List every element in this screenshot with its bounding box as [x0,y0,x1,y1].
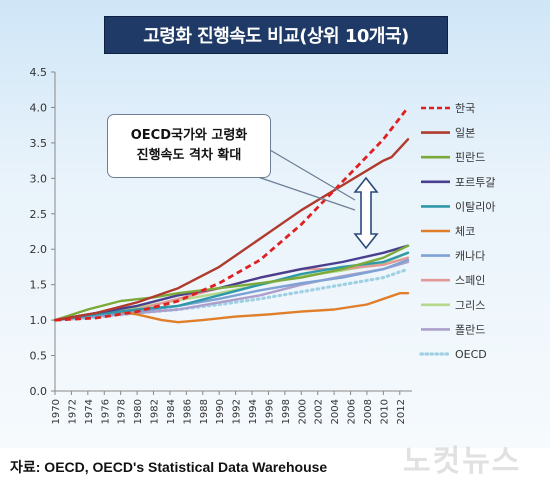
y-tick-label: 2.5 [30,208,48,221]
x-tick-label: 1976 [100,399,111,424]
x-tick-label: 2000 [297,399,308,424]
x-tick-label: 2008 [363,399,374,424]
legend-label: OECD [455,348,487,361]
chart-title-text: 고령화 진행속도 비교(상위 10개국) [143,26,409,47]
y-tick-label: 0.0 [30,385,48,398]
x-tick-label: 1972 [67,399,78,424]
x-tick-label: 1980 [133,399,144,424]
legend-label: 포르투갈 [455,175,495,189]
x-tick-label: 2010 [379,399,390,424]
x-tick-label: 1984 [166,399,177,424]
axes: 0.0 0.5 1.0 1.5 2.0 2.5 3.0 3.5 4.0 4.5 1970 1972 19… [30,66,412,424]
y-tick-label: 4.5 [30,66,48,79]
y-tick-label: 1.5 [30,279,48,292]
x-tick-label: 1982 [150,399,161,424]
chart-panel [0,0,550,448]
series-line-포르투갈 [53,244,410,322]
y-tick-label: 2.0 [30,243,48,256]
series-line-일본 [53,138,410,322]
gap-arrow [254,149,379,250]
line-chart: 0.0 0.5 1.0 1.5 2.0 2.5 3.0 3.5 4.0 4.5 1970 1972 19… [30,66,496,424]
legend-label: 이탈리아 [455,200,495,213]
x-tick-label: 1970 [51,399,62,424]
callout-pointer-upper [269,149,356,201]
legend-label: 그리스 [455,299,485,312]
x-tick-label: 1978 [117,399,128,424]
callout-pointer-lower [254,175,356,211]
y-tick-label: 3.5 [30,137,48,150]
x-tick-label: 1974 [84,399,95,424]
legend-label: 한국 [455,102,475,115]
y-tick-label: 4.0 [30,101,48,114]
series-line-핀란드 [53,244,410,322]
callout-box: OECD국가와 고령화 진행속도 격차 확대 [107,114,271,178]
legend-label: 캐나다 [455,250,485,263]
y-tick-label: 1.0 [30,314,48,327]
x-tick-label: 1992 [232,399,243,424]
x-tick-label: 1990 [215,399,226,424]
x-tick-label: 2004 [330,399,341,424]
x-tick-label: 1994 [248,399,259,424]
legend-label: 폴란드 [455,323,485,336]
series-line-한국 [54,106,410,322]
x-tick-label: 1996 [264,399,275,424]
legend-label: 스페인 [455,274,485,287]
chart-title: 고령화 진행속도 비교(상위 10개국) [104,16,448,54]
legend-label: 핀란드 [455,151,485,164]
x-tick-label: 2002 [314,399,325,424]
x-tick-label: 2006 [347,399,358,424]
x-tick-label: 2012 [396,399,407,424]
source-note: 자료: OECD, OECD's Statistical Data Wareho… [10,459,328,475]
y-tick-label: 0.5 [30,350,48,363]
legend-label: 일본 [455,126,475,140]
legend-label: 체코 [455,225,475,238]
y-tick-label: 3.0 [30,172,48,185]
x-tick-label: 1986 [182,399,193,424]
callout-line-2: 진행속도 격차 확대 [136,148,242,163]
series-lines [53,106,410,324]
series-line-체코 [53,292,410,324]
x-tick-label: 1998 [281,399,292,424]
watermark-logo: 노컷뉴스 [403,444,522,479]
double-arrow-icon [353,176,379,250]
x-tick-label: 1988 [199,399,210,424]
callout-line-1: OECD국가와 고령화 [130,128,248,143]
